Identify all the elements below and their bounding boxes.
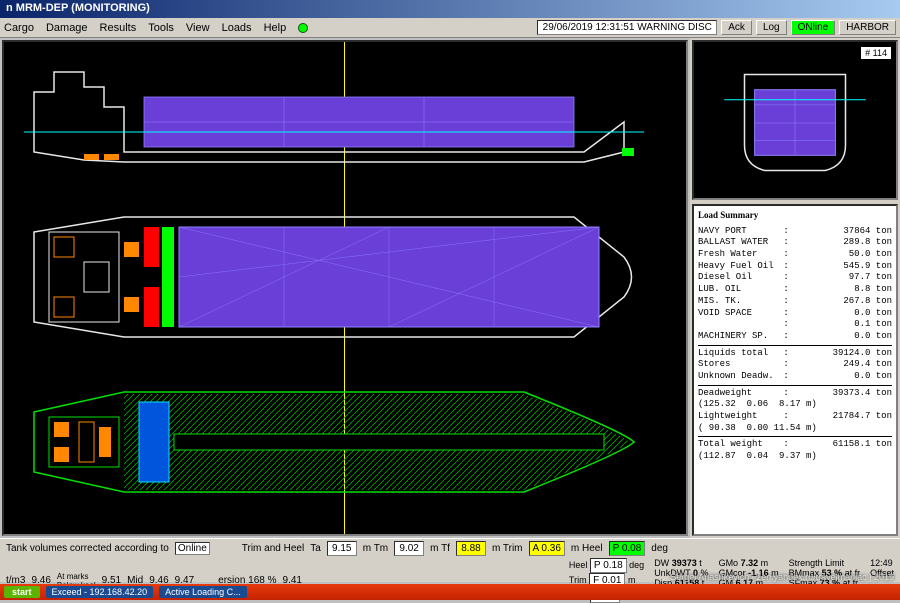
lw-lbl: Lightweight (698, 411, 778, 423)
sum-lbl: Heavy Fuel Oil (698, 261, 778, 273)
menubar: Cargo Damage Results Tools View Loads He… (0, 18, 900, 38)
unknown-lbl: Unknown Deadw. (698, 371, 778, 383)
dw-sub: (125.32 0.06 8.17 m) (698, 399, 892, 411)
sum-lbl: Fresh Water (698, 249, 778, 261)
tw-val: 61158.1 ton (794, 439, 892, 451)
sum-lbl: MACHINERY SP. (698, 331, 778, 343)
menu-damage[interactable]: Damage (46, 22, 88, 34)
offset-label: Offset (870, 568, 894, 578)
load-summary-panel: Load Summary NAVY PORT : 37864 tonBALLAS… (692, 204, 898, 536)
datetime-warning: 29/06/2019 12:31:51 WARNING DISC (537, 20, 717, 35)
stores-lbl: Stores (698, 359, 778, 371)
taskbar[interactable]: start Exceed - 192.168.42.20 Active Load… (0, 584, 900, 600)
right-pane: # 114 Load Summary NAVY PORT : 37864 ton… (690, 38, 900, 538)
tank-label: Tank volumes corrected according to (6, 543, 169, 554)
strength-label: Strength Limit (789, 558, 861, 568)
menu-loads[interactable]: Loads (222, 22, 252, 34)
sum-val: 37864 ton (794, 226, 892, 238)
sum-val: 97.7 ton (794, 272, 892, 284)
sum-val: 0.0 ton (794, 308, 892, 320)
gmo-v: 7.32 (741, 558, 759, 568)
taskbar-app2[interactable]: Active Loading C... (159, 586, 247, 598)
tank-mode-select[interactable]: Online (175, 542, 210, 555)
sum-lbl: VOID SPACE (698, 308, 778, 320)
sum-lbl: NAVY PORT (698, 226, 778, 238)
cross-section-view[interactable]: # 114 (692, 40, 898, 200)
ack-button[interactable]: Ack (721, 20, 752, 35)
trimheel-label: Trim and Heel (242, 543, 304, 554)
frame-number: # 114 (860, 46, 892, 60)
trim-field[interactable]: A 0.36 (529, 541, 565, 556)
bottom-bar: Tank volumes corrected according to Onli… (0, 538, 900, 582)
dw-v: 39373 (672, 558, 697, 568)
atmarks-label: At marks (57, 572, 96, 581)
main-area: # 114 Load Summary NAVY PORT : 37864 ton… (0, 38, 900, 538)
online-button[interactable]: ONline (791, 20, 836, 35)
dw-val: 39373.4 ton (794, 388, 892, 400)
menu-results[interactable]: Results (100, 22, 137, 34)
stores-val: 249.4 ton (794, 359, 892, 371)
menu-view[interactable]: View (186, 22, 210, 34)
window-title: n MRM-DEP (MONITORING) (6, 2, 150, 14)
ta-field[interactable]: 9.15 (327, 541, 357, 556)
menu-help[interactable]: Help (264, 22, 287, 34)
summary-title: Load Summary (698, 210, 892, 222)
sum-val: 267.8 ton (794, 296, 892, 308)
sum-val: 0.0 ton (794, 331, 892, 343)
sum-val: 545.9 ton (794, 261, 892, 273)
ship-bottom-view (24, 372, 644, 512)
sum-lbl: MIS. TK. (698, 296, 778, 308)
sum-val: 0.1 ton (794, 319, 892, 331)
heel-field[interactable]: P 0.08 (609, 541, 646, 556)
unkdwt-v: 0 (693, 568, 698, 578)
ship-deck-view (24, 202, 644, 352)
sum-val: 289.8 ton (794, 237, 892, 249)
menu-tools[interactable]: Tools (148, 22, 174, 34)
unknown-val: 0.0 ton (794, 371, 892, 383)
sum-lbl: LUB. OIL (698, 284, 778, 296)
sum-lbl (698, 319, 778, 331)
tw-sub: (112.87 0.04 9.37 m) (698, 451, 892, 463)
liquids-val: 39124.0 ton (794, 348, 892, 360)
sum-lbl: BALLAST WATER (698, 237, 778, 249)
dw-lbl: Deadweight (698, 388, 778, 400)
ship-viewport[interactable] (2, 40, 688, 536)
lw-val: 21784.7 ton (794, 411, 892, 423)
ship-profile-view (24, 52, 644, 182)
taskbar-app1[interactable]: Exceed - 192.168.42.20 (46, 586, 154, 598)
clock: 12:49 (870, 558, 894, 568)
mode-button[interactable]: HARBOR (839, 20, 896, 35)
sum-val: 50.0 ton (794, 249, 892, 261)
bmmax-v: 53 % (822, 568, 843, 578)
gmcor-v: -1.16 (748, 568, 769, 578)
window-titlebar: n MRM-DEP (MONITORING) (0, 0, 900, 18)
status-led-icon (298, 23, 308, 33)
start-button[interactable]: start (4, 586, 40, 598)
log-button[interactable]: Log (756, 20, 787, 35)
heel-v: P 0.18 (590, 558, 627, 573)
menu-cargo[interactable]: Cargo (4, 22, 34, 34)
tw-lbl: Total weight (698, 439, 778, 451)
lw-sub: ( 90.38 0.00 11.54 m) (698, 423, 892, 435)
liquids-lbl: Liquids total (698, 348, 778, 360)
tm-field[interactable]: 9.02 (394, 541, 424, 556)
sum-val: 8.8 ton (794, 284, 892, 296)
tf-field[interactable]: 8.88 (456, 541, 486, 556)
sum-lbl: Diesel Oil (698, 272, 778, 284)
